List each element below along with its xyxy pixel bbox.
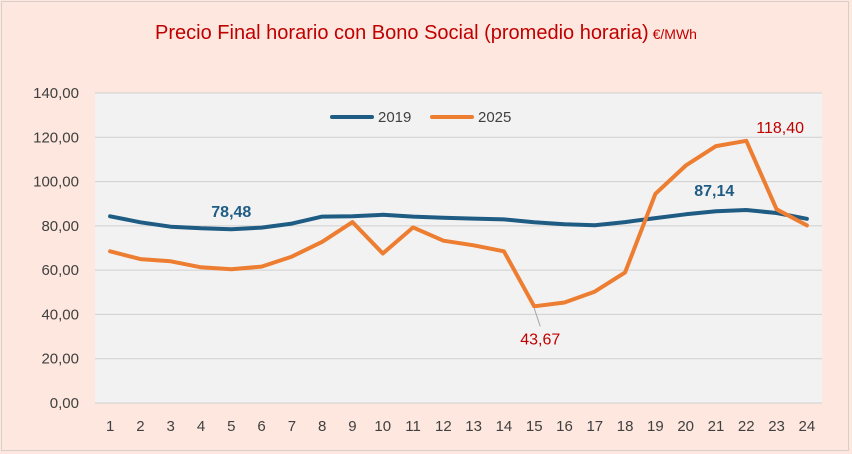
y-tick-label: 120,00 xyxy=(33,129,79,146)
plot-background xyxy=(95,93,822,403)
x-tick-label: 19 xyxy=(647,418,664,435)
y-axis: 0,00 20,00 40,00 60,00 80,00 100,00 120,00 140,… xyxy=(33,85,79,412)
legend: 2019 2025 xyxy=(330,109,511,126)
y-tick-label: 60,00 xyxy=(41,262,79,279)
x-tick-label: 18 xyxy=(617,418,634,435)
data-label: 87,14 xyxy=(694,183,734,200)
x-tick-label: 6 xyxy=(257,418,265,435)
x-tick-label: 10 xyxy=(374,418,391,435)
x-axis: 1 2 3 4 5 6 7 8 9 10 11 12 13 14 15 16 17 18 19 20 21 22 23 24 xyxy=(106,418,815,435)
x-tick-label: 7 xyxy=(288,418,296,435)
x-tick-label: 11 xyxy=(405,418,421,435)
x-tick-label: 1 xyxy=(106,418,114,435)
y-tick-label: 20,00 xyxy=(41,351,79,368)
x-tick-label: 22 xyxy=(738,418,755,435)
x-tick-label: 17 xyxy=(586,418,603,435)
x-tick-label: 23 xyxy=(768,418,785,435)
x-tick-label: 14 xyxy=(496,418,513,435)
data-label: 118,40 xyxy=(756,120,804,137)
x-tick-label: 8 xyxy=(318,418,326,435)
y-tick-label: 40,00 xyxy=(41,306,79,323)
x-tick-label: 24 xyxy=(799,418,816,435)
x-tick-label: 5 xyxy=(227,418,235,435)
x-tick-label: 12 xyxy=(435,418,452,435)
x-tick-label: 15 xyxy=(526,418,543,435)
x-tick-label: 3 xyxy=(167,418,175,435)
chart-title-unit: €/MWh xyxy=(652,26,697,42)
plot-area xyxy=(95,93,822,403)
legend-label: 2025 xyxy=(478,109,511,126)
data-label: 78,48 xyxy=(211,204,251,221)
x-tick-label: 9 xyxy=(348,418,356,435)
chart-title: Precio Final horario con Bono Social (pr… xyxy=(0,22,852,45)
series-line-2025 xyxy=(108,138,809,309)
y-tick-label: 100,00 xyxy=(33,174,79,191)
series-line-2019 xyxy=(108,208,809,232)
x-tick-label: 13 xyxy=(465,418,482,435)
y-tick-label: 140,00 xyxy=(33,85,79,102)
series-lines xyxy=(108,138,809,309)
data-label-leader xyxy=(533,308,541,327)
data-label: 43,67 xyxy=(520,331,560,348)
x-tick-label: 20 xyxy=(677,418,694,435)
data-labels: 78,48 87,14 43,67 118,40 xyxy=(211,120,804,348)
x-tick-label: 21 xyxy=(708,418,725,435)
chart-title-text: Precio Final horario con Bono Social (pr… xyxy=(155,22,649,44)
y-tick-label: 0,00 xyxy=(50,395,79,412)
x-tick-label: 16 xyxy=(556,418,573,435)
y-tick-label: 80,00 xyxy=(41,218,79,235)
x-tick-label: 4 xyxy=(197,418,205,435)
legend-label: 2019 xyxy=(378,109,411,126)
gridlines xyxy=(95,92,822,404)
x-tick-label: 2 xyxy=(136,418,144,435)
